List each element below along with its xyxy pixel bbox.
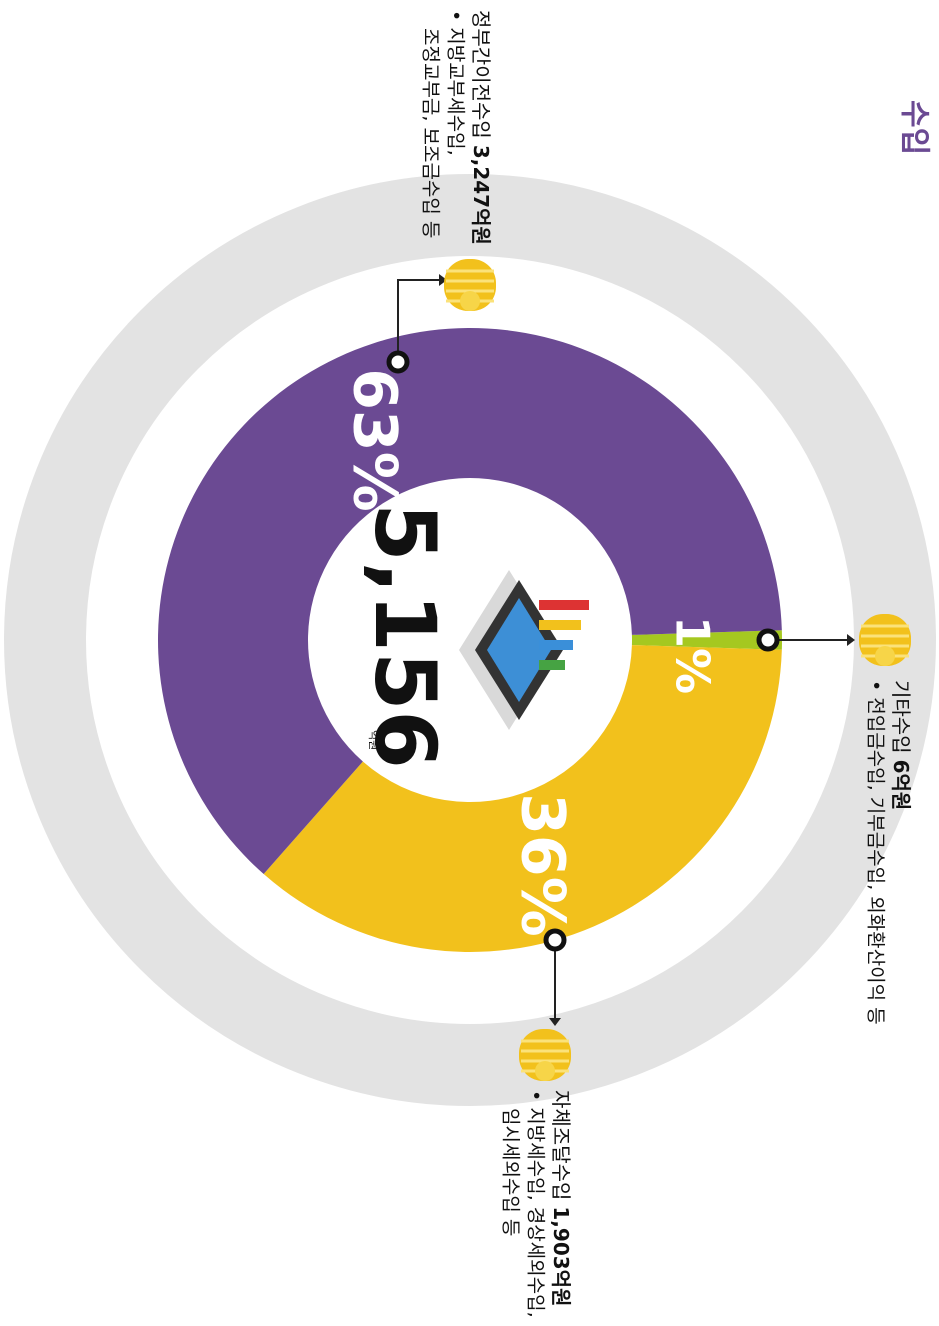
annotation-detail: 조정교부금, 보조금수입 등: [420, 28, 442, 238]
donut-segment: [157, 328, 782, 875]
category-name: 정부간이전수입: [470, 10, 494, 139]
category-name: 자체조달수입: [550, 1090, 574, 1200]
annotation-detail: • 전입금수입, 기부금수입, 외화환산이익 등: [865, 680, 887, 1025]
center-value: 5,156: [356, 503, 454, 769]
category-name: 기타수입: [890, 680, 914, 754]
coin-icon: [444, 259, 496, 311]
amount: 3,247억원: [470, 145, 494, 245]
arrow-head: [439, 274, 447, 286]
annotation-detail: 임시세외수입 등: [500, 1108, 522, 1236]
percent-label: 63%: [339, 368, 409, 512]
coin-face: [535, 1061, 555, 1081]
center-unit: 억원: [367, 730, 380, 750]
icon-bar: [539, 660, 565, 670]
coin-face: [875, 646, 895, 666]
coin-icon: [859, 614, 911, 666]
leader-dot: [756, 628, 780, 652]
percent-label: 36%: [507, 793, 577, 937]
leader-dot: [386, 350, 410, 374]
annotation-title: 정부간이전수입 3,247억원: [470, 10, 494, 245]
amount: 1,903억원: [550, 1206, 574, 1306]
title: 수입: [897, 100, 932, 155]
icon-bar: [539, 640, 573, 650]
leader-dot: [543, 928, 567, 952]
icon-bar: [539, 620, 581, 630]
arrow-head: [549, 1018, 561, 1026]
annotation-detail: • 지방교부세수입,: [445, 10, 467, 156]
leader-line: [397, 279, 439, 362]
coin-face: [460, 291, 480, 311]
arrow-head: [847, 634, 855, 646]
amount: 6억원: [890, 760, 914, 811]
percent-label: 1%: [666, 616, 720, 694]
annotation-title: 자체조달수입 1,903억원: [550, 1090, 574, 1306]
annotation-detail: • 지방세수입, 경상세외수입,: [525, 1090, 547, 1318]
icon-bar: [539, 600, 589, 610]
annotation-title: 기타수입 6억원: [890, 680, 914, 810]
icon-screen: [487, 598, 551, 702]
calculator-icon: [459, 570, 589, 730]
donut-segment: [263, 645, 782, 952]
donut-segment: [631, 630, 782, 650]
coin-icon: [519, 1029, 571, 1081]
